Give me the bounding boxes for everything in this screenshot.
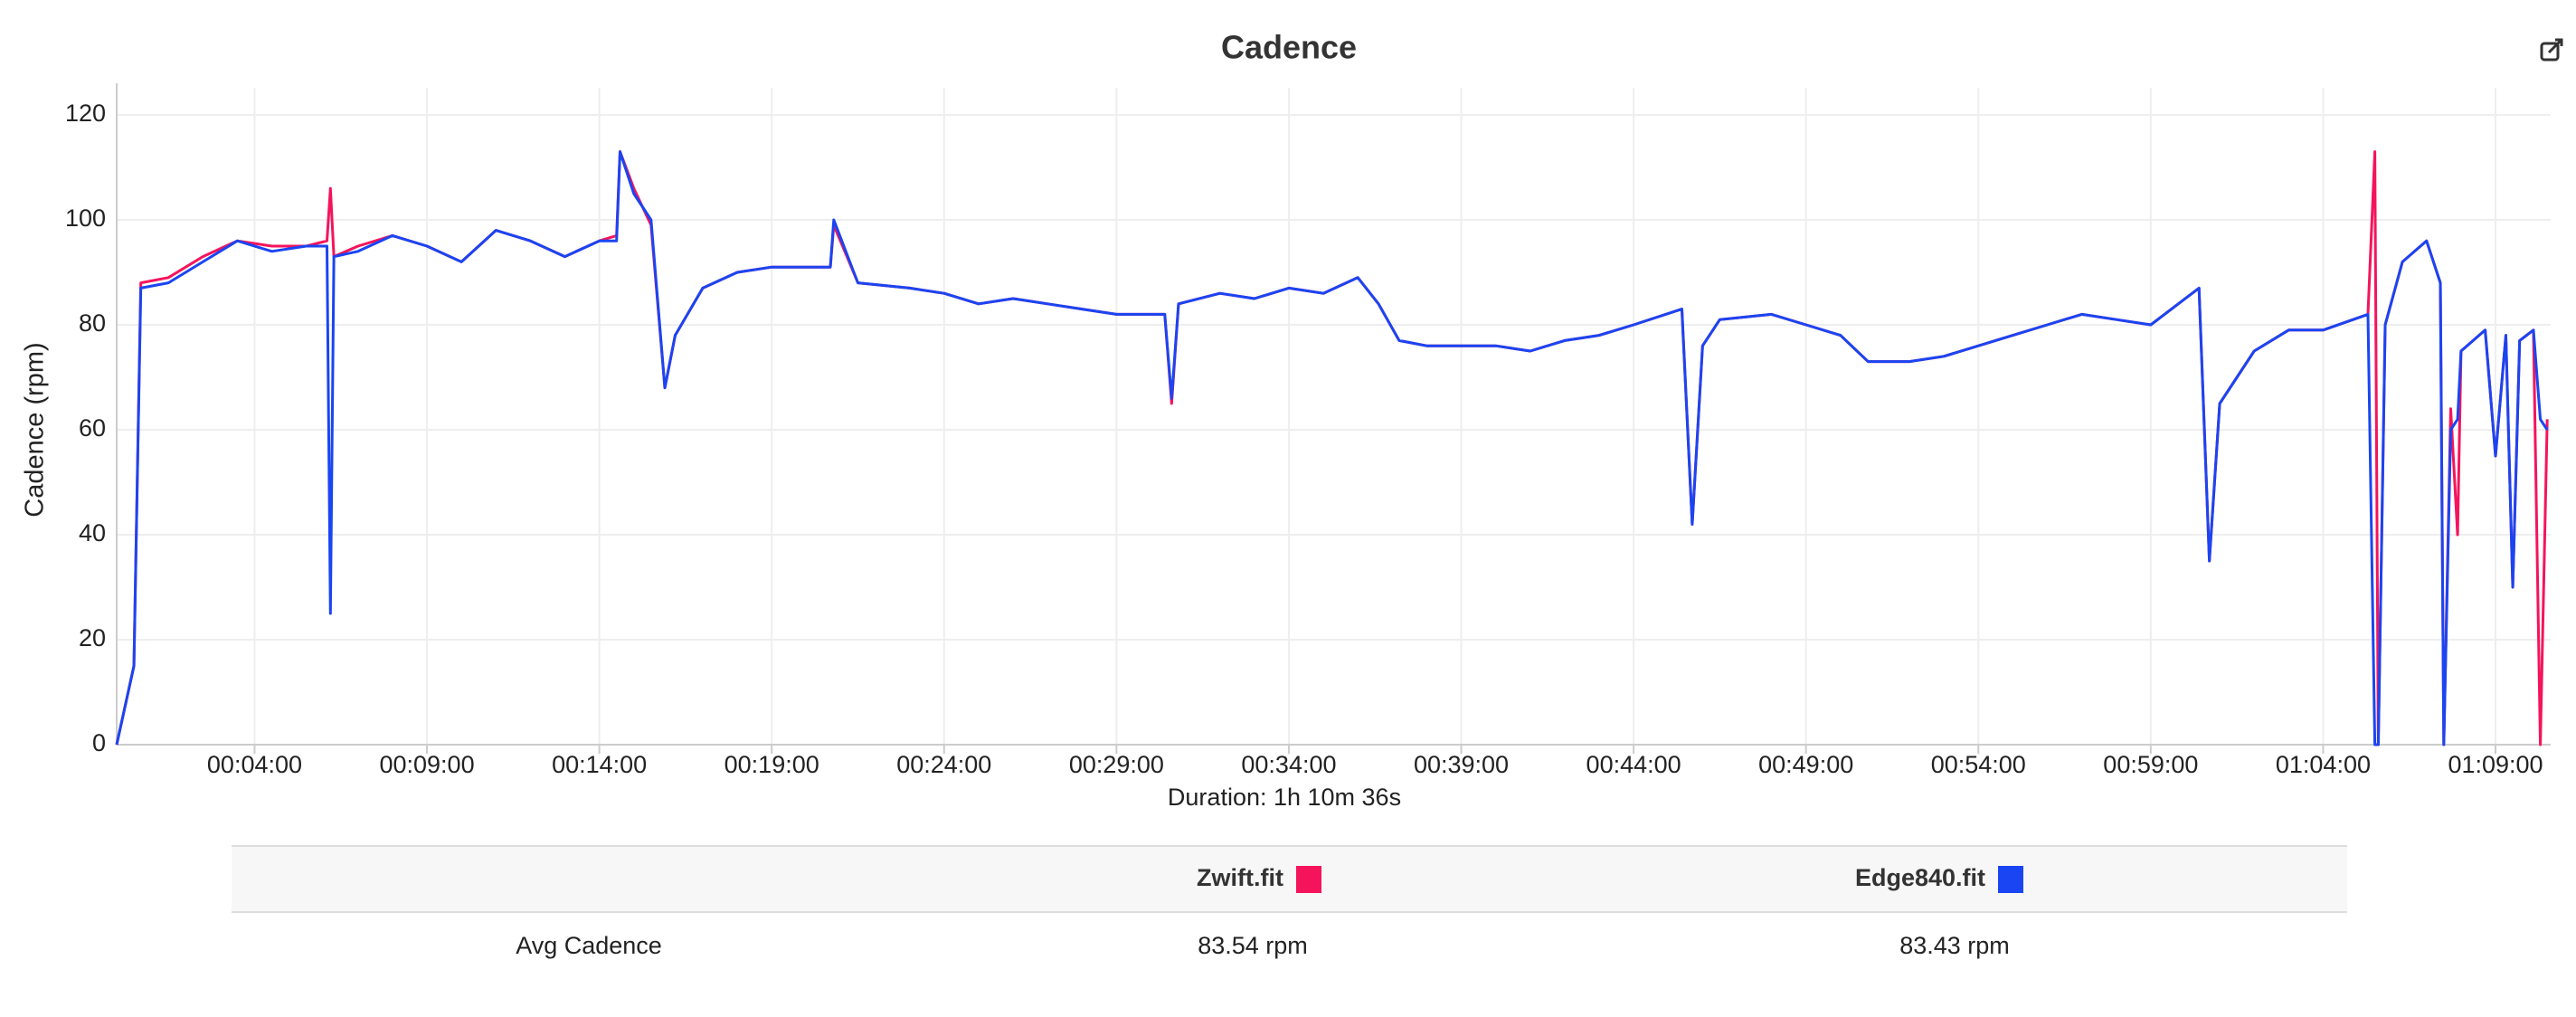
x-tick-label: 01:09:00: [2448, 751, 2543, 778]
y-tick-label: 60: [79, 414, 106, 442]
chart-title: Cadence: [1221, 29, 1357, 66]
x-tick-label: 00:14:00: [552, 751, 647, 778]
y-tick-label: 20: [79, 624, 106, 651]
export-icon[interactable]: [2540, 38, 2563, 62]
x-tick-label: 00:04:00: [207, 751, 302, 778]
x-tick-label: 00:19:00: [724, 751, 819, 778]
series-line: [115, 150, 2549, 746]
table-header-cell: Edge840.fit: [1855, 864, 1985, 891]
x-axis-label: Duration: 1h 10m 36s: [1168, 784, 1401, 811]
x-tick-label: 00:39:00: [1414, 751, 1509, 778]
table-cell: 83.54 rpm: [1198, 932, 1308, 959]
table-cell: Avg Cadence: [516, 932, 662, 959]
y-axis-label: Cadence (rpm): [21, 342, 50, 517]
y-tick-label: 0: [92, 729, 106, 756]
legend-swatch: [1296, 866, 1321, 893]
legend-swatch: [1998, 866, 2023, 893]
x-tick-label: 00:34:00: [1241, 751, 1336, 778]
y-tick-label: 120: [65, 100, 106, 127]
table-header: [232, 846, 2347, 912]
series-line: [115, 150, 2549, 746]
x-tick-label: 00:09:00: [379, 751, 474, 778]
y-tick-label: 80: [79, 309, 106, 337]
table-cell: 83.43 rpm: [1899, 932, 2010, 959]
x-tick-label: 00:54:00: [1931, 751, 2026, 778]
table-header-cell: Zwift.fit: [1197, 864, 1283, 891]
y-tick-label: 40: [79, 519, 106, 547]
x-tick-label: 00:24:00: [896, 751, 991, 778]
x-tick-label: 00:44:00: [1586, 751, 1681, 778]
y-tick-label: 100: [65, 204, 106, 232]
x-tick-label: 00:59:00: [2103, 751, 2198, 778]
x-tick-label: 00:29:00: [1069, 751, 1164, 778]
x-tick-label: 01:04:00: [2276, 751, 2371, 778]
x-tick-label: 00:49:00: [1758, 751, 1853, 778]
